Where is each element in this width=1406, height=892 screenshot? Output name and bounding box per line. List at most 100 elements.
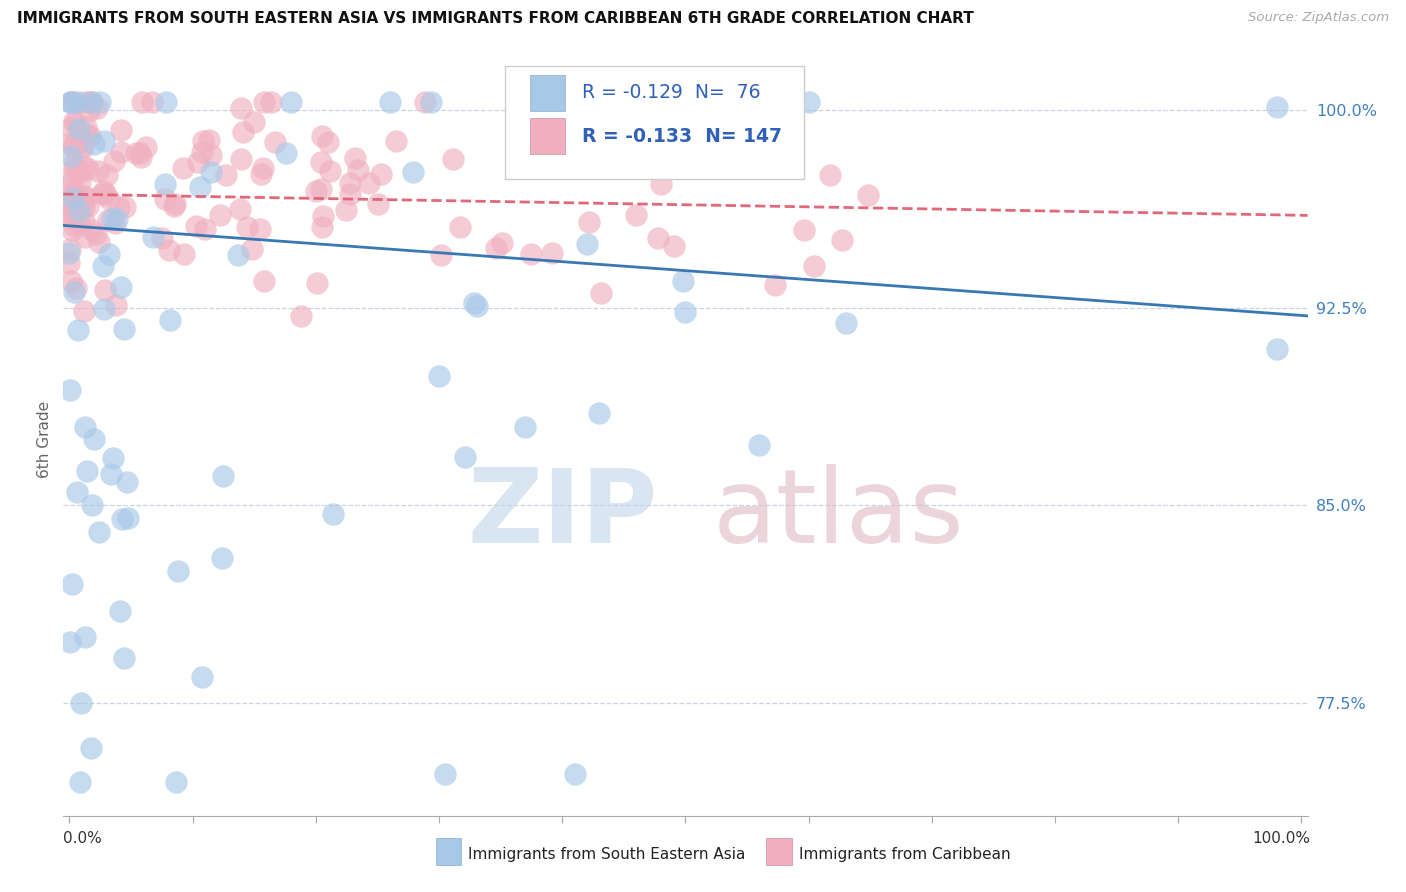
Point — [343, 152, 366, 166]
Point — [305, 184, 328, 198]
Point — [236, 219, 259, 234]
Point — [80, 740, 103, 755]
Point — [84, 227, 107, 241]
Point — [430, 247, 453, 261]
Point — [309, 182, 332, 196]
Point — [200, 148, 222, 162]
Point — [834, 316, 856, 330]
Point — [63, 187, 86, 202]
Point — [87, 235, 110, 250]
Point — [105, 298, 128, 312]
Text: atlas: atlas — [713, 464, 965, 566]
Point — [60, 577, 83, 591]
Point — [104, 216, 127, 230]
Point — [107, 200, 129, 214]
Point — [384, 135, 406, 149]
Point — [155, 95, 177, 109]
Point — [100, 467, 122, 481]
Point — [163, 199, 186, 213]
Point — [58, 171, 80, 186]
Point — [153, 177, 176, 191]
Point — [72, 140, 94, 154]
Point — [211, 550, 233, 565]
Point — [191, 669, 214, 683]
Point — [59, 95, 82, 109]
Point — [70, 696, 93, 710]
Point — [454, 450, 477, 465]
Point — [157, 243, 180, 257]
Point — [159, 313, 181, 327]
Point — [60, 95, 83, 109]
Point — [67, 95, 90, 109]
Point — [319, 164, 342, 178]
Point — [212, 469, 235, 483]
Point — [231, 152, 253, 166]
Point — [58, 200, 80, 214]
Point — [335, 203, 357, 218]
Point — [62, 95, 84, 109]
Point — [166, 564, 188, 578]
Point — [402, 165, 425, 179]
Point — [191, 134, 214, 148]
Point — [75, 95, 97, 109]
Point — [103, 154, 125, 169]
Point — [60, 121, 83, 136]
Point — [311, 219, 333, 234]
Point — [73, 214, 96, 228]
Point — [86, 101, 108, 115]
Point — [465, 299, 488, 313]
Point — [58, 136, 80, 150]
Point — [76, 464, 98, 478]
Point — [112, 651, 135, 665]
Point — [519, 247, 541, 261]
Point — [243, 115, 266, 129]
Point — [112, 322, 135, 336]
Point — [97, 247, 120, 261]
Point — [564, 767, 586, 781]
Point — [215, 168, 238, 182]
Point — [793, 223, 815, 237]
Point — [60, 223, 83, 237]
Point — [818, 168, 841, 182]
Point — [187, 155, 209, 169]
Point — [97, 212, 120, 227]
Y-axis label: 6th Grade: 6th Grade — [37, 401, 52, 478]
Point — [131, 150, 153, 164]
Point — [803, 259, 825, 273]
Point — [82, 223, 104, 237]
Point — [69, 214, 91, 228]
Point — [318, 136, 340, 150]
Point — [82, 498, 104, 512]
Point — [60, 149, 83, 163]
Point — [117, 511, 139, 525]
Point — [370, 167, 392, 181]
Text: IMMIGRANTS FROM SOUTH EASTERN ASIA VS IMMIGRANTS FROM CARIBBEAN 6TH GRADE CORREL: IMMIGRANTS FROM SOUTH EASTERN ASIA VS IM… — [17, 11, 973, 26]
Point — [252, 95, 274, 109]
Point — [339, 187, 361, 202]
Point — [72, 159, 94, 173]
Point — [66, 485, 89, 500]
Point — [63, 156, 86, 170]
Point — [65, 281, 87, 295]
Point — [311, 155, 333, 169]
Text: Immigrants from South Eastern Asia: Immigrants from South Eastern Asia — [468, 847, 745, 862]
Point — [484, 240, 506, 254]
Point — [62, 191, 84, 205]
Point — [339, 177, 361, 191]
Text: Source: ZipAtlas.com: Source: ZipAtlas.com — [1249, 11, 1389, 24]
Point — [173, 247, 195, 261]
Point — [413, 95, 436, 109]
Point — [69, 775, 91, 789]
Point — [66, 205, 89, 219]
Point — [93, 184, 115, 198]
Point — [63, 113, 86, 128]
Point — [198, 132, 221, 146]
Point — [69, 122, 91, 136]
Point — [75, 120, 97, 134]
Point — [62, 207, 84, 221]
Point — [70, 134, 93, 148]
Point — [150, 231, 173, 245]
Point — [73, 200, 96, 214]
Point — [172, 161, 194, 175]
Point — [59, 242, 82, 256]
